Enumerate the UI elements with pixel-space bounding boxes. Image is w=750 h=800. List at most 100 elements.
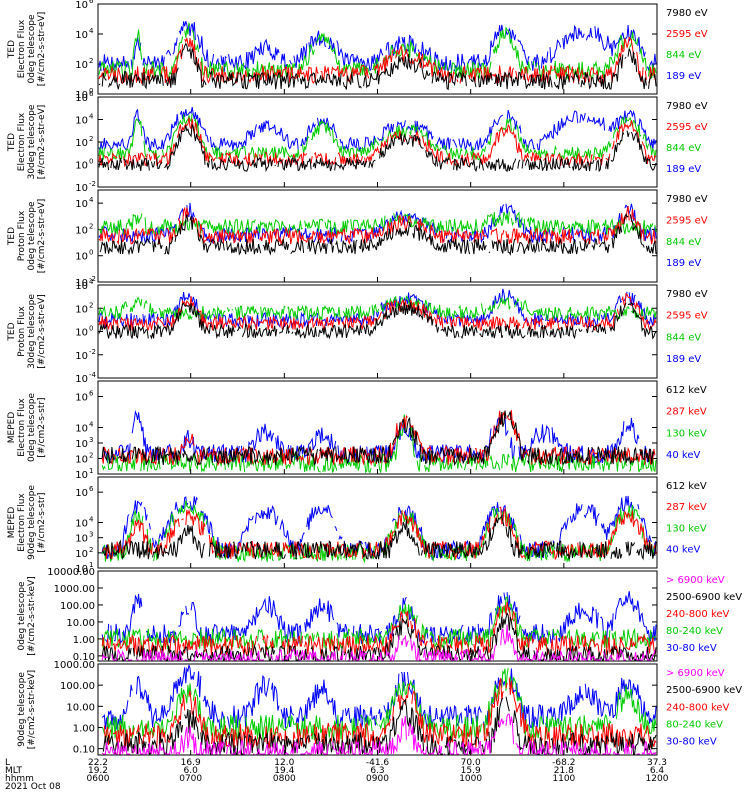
x-tick-label-hhmm: 1100	[552, 774, 575, 784]
legend-entry: > 6900 keV	[666, 575, 725, 586]
y-tick-label: 1000.00	[54, 660, 95, 671]
x-tick-label-l: -68.2	[552, 758, 575, 768]
legend-entry: 189 eV	[666, 71, 701, 82]
y-tick-exponent: 0	[89, 249, 93, 257]
legend-entry: 2595 eV	[666, 29, 708, 40]
x-tick-label-mlt: 6.3	[370, 766, 384, 776]
legend-entry: 240-800 keV	[666, 702, 730, 713]
legend-entry: 80-240 keV	[666, 626, 723, 637]
panel-8: 1000.00 100.00 10.00 1.00 0.10 90deg telescop…	[17, 660, 742, 756]
legend-entry: 80-240 keV	[666, 720, 723, 731]
y-tick-label: 0.10	[73, 652, 95, 663]
y-tick-exponent: 6	[89, 0, 94, 5]
y-tick-label: 10	[75, 161, 88, 172]
y-tick-exponent: 2	[89, 222, 93, 230]
y-tick-exponent: 2	[89, 301, 93, 309]
x-tick-label-mlt: 6.4	[650, 766, 665, 776]
y-tick-label: 10000.00	[47, 567, 95, 578]
y-tick-exponent: 0	[89, 158, 93, 166]
y-tick-label: 10	[75, 393, 88, 404]
y-tick-label: 10	[75, 90, 88, 101]
time-row-label: L	[5, 758, 10, 768]
legend-entry: 612 keV	[666, 481, 707, 492]
legend-entry: 240-800 keV	[666, 609, 730, 620]
legend-entry: 130 keV	[666, 523, 707, 534]
legend-entry: 40 keV	[666, 544, 700, 555]
y-tick-exponent: 1	[89, 561, 93, 569]
y-tick-label: 10	[75, 374, 88, 385]
y-tick-exponent: 2	[89, 452, 93, 460]
y-tick-exponent: 4	[89, 516, 94, 524]
y-axis-label: [#/cm2-s-str]	[37, 492, 47, 552]
legend-entry: 189 eV	[666, 258, 701, 269]
y-axis-label: [#/cm2-s-str-keV]	[27, 576, 37, 655]
legend-entry: 844 eV	[666, 50, 701, 61]
y-axis-label: [#/cm2-s-str]	[37, 397, 47, 457]
x-tick-label-mlt: 15.9	[461, 766, 481, 776]
y-axis-label: [#/cm2-s-str-eV]	[37, 294, 47, 369]
y-tick-label: 10	[75, 278, 88, 289]
y-tick-label: 1.00	[73, 723, 95, 734]
legend-entry: 844 eV	[666, 143, 701, 154]
y-tick-exponent: 3	[89, 531, 93, 539]
y-tick-exponent: 4	[89, 278, 94, 286]
legend-entry: 189 eV	[666, 164, 701, 175]
y-tick-exponent: 4	[89, 27, 94, 35]
legend-entry: 2595 eV	[666, 311, 708, 322]
y-axis-label: Electron Flux	[17, 398, 27, 457]
legend-entry: 40 keV	[666, 450, 700, 461]
y-axis-label: TED	[7, 133, 17, 152]
y-tick-label: 10	[75, 281, 88, 292]
y-tick-label: 10	[75, 138, 88, 149]
y-tick-label: 10	[75, 488, 88, 499]
y-tick-label: 10	[75, 564, 88, 575]
y-tick-label: 10	[75, 519, 88, 530]
y-tick-label: 1.00	[73, 635, 95, 646]
y-axis-label: 0deg telescope	[17, 581, 27, 651]
y-tick-exponent: 2	[89, 546, 93, 554]
y-tick-exponent: -2	[89, 180, 96, 188]
legend-entry: 844 eV	[666, 332, 701, 343]
time-row-label: hhmm	[5, 774, 34, 784]
y-tick-label: 10	[75, 304, 88, 315]
y-axis-label: MEPED	[7, 412, 17, 444]
time-axis: 22.219.2060016.96.0070012.019.40800-41.6…	[5, 89, 669, 792]
y-tick-label: 10	[75, 439, 88, 450]
x-tick-label-hhmm: 0900	[366, 774, 389, 784]
y-axis-label: [#/cm2-s-str-eV]	[37, 199, 47, 274]
x-tick-label-mlt: 6.0	[184, 766, 199, 776]
legend-entry: 7980 eV	[666, 101, 708, 112]
y-tick-exponent: 2	[89, 135, 93, 143]
y-tick-exponent: 2	[89, 57, 93, 65]
legend-entry: 30-80 keV	[666, 643, 717, 654]
y-tick-exponent: -4	[89, 371, 97, 379]
legend-entry: 7980 eV	[666, 8, 708, 19]
y-tick-exponent: -2	[89, 348, 96, 356]
y-axis-label: [#/cm2-s-str-eV]	[37, 105, 47, 180]
y-tick-label: 10	[75, 424, 88, 435]
y-axis-label: 0deg telescope	[27, 393, 37, 463]
y-tick-exponent: 1	[89, 467, 93, 475]
y-axis-label: 90deg telescope	[17, 672, 27, 747]
legend-entry: > 6900 keV	[666, 668, 725, 679]
legend-entry: 287 keV	[666, 407, 707, 418]
series-line	[98, 42, 657, 91]
legend-entry: 844 eV	[666, 237, 701, 248]
y-tick-label: 10.00	[66, 702, 95, 713]
y-tick-label: 10	[75, 470, 88, 481]
y-axis-label: MEPED	[7, 507, 17, 539]
time-row-label: 2021 Oct 08	[5, 782, 61, 792]
y-axis-label: Electron Flux	[17, 493, 27, 552]
x-tick-label-hhmm: 1200	[646, 774, 669, 784]
legend-entry: 612 keV	[666, 385, 707, 396]
y-tick-exponent: 4	[89, 113, 94, 121]
series-line	[98, 124, 657, 173]
x-tick-label-mlt: 19.2	[88, 766, 108, 776]
y-tick-exponent: 6	[89, 485, 94, 493]
x-tick-label-hhmm: 0700	[179, 774, 202, 784]
y-tick-label: 10	[75, 549, 88, 560]
x-tick-label-hhmm: 0600	[87, 774, 110, 784]
